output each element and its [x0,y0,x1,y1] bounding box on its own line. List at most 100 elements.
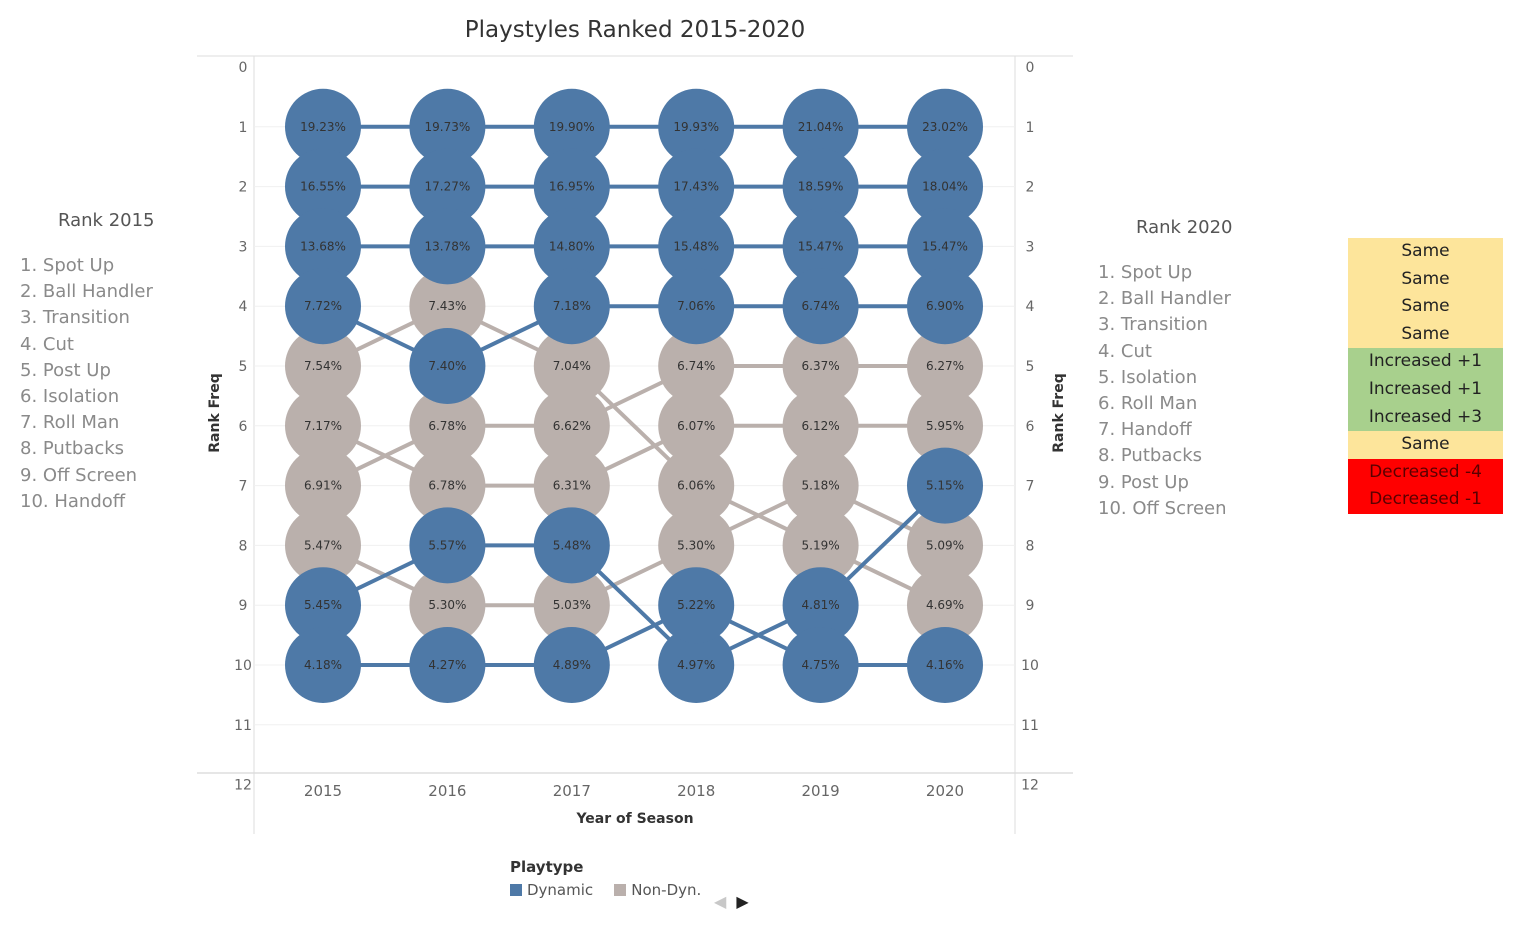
data-point[interactable]: 6.37% [782,328,859,404]
data-point-circle [658,148,735,225]
x-axis: 2015 2016 2017 2018 2019 2020 [304,782,964,800]
data-point-circle [409,148,486,225]
data-point[interactable]: 15.48% [658,208,735,285]
data-point[interactable]: 4.27% [409,627,486,703]
data-point[interactable]: 17.27% [409,148,486,225]
data-point[interactable]: 6.31% [533,447,610,524]
y-tick-label-left: 11 [234,718,252,734]
data-point[interactable]: 15.47% [907,208,983,285]
y-tick-label-right: 5 [1026,359,1035,375]
data-point[interactable]: 4.97% [658,627,735,703]
y-tick-label-left: 12 [234,778,252,794]
data-point[interactable]: 7.54% [285,328,361,404]
data-point[interactable]: 7.18% [533,268,610,345]
data-point-circle [658,208,735,285]
data-point-circle [533,507,610,584]
y-tick-label-left: 3 [239,239,248,255]
data-point[interactable]: 17.43% [658,148,735,225]
data-point[interactable]: 7.06% [658,268,735,345]
data-point[interactable]: 7.72% [285,268,361,345]
data-point[interactable]: 5.45% [285,567,361,644]
data-point-circle [285,148,361,225]
rank-2015-item: 6. Isolation [20,385,120,407]
data-point[interactable]: 4.75% [782,627,859,703]
data-point[interactable]: 6.06% [658,447,735,524]
rank-2020-title: Rank 2020 [1136,217,1233,238]
data-point[interactable]: 6.62% [533,387,610,464]
y-tick-label-right: 1 [1026,120,1035,136]
data-point[interactable]: 5.18% [782,447,859,524]
data-point[interactable]: 13.78% [409,208,486,285]
data-point[interactable]: 5.09% [907,507,983,584]
data-point[interactable]: 6.12% [782,387,859,464]
rank-2020-panel: Rank 2020 1. Spot Up 2. Ball Handler 3. … [1098,217,1233,522]
y-tick-label-right: 10 [1021,658,1039,674]
data-point[interactable]: 6.74% [658,328,735,404]
data-point[interactable]: 21.04% [782,88,859,165]
data-point[interactable]: 16.55% [285,148,361,225]
data-point[interactable]: 7.43% [409,268,486,345]
legend-item-nondynamic[interactable]: Non-Dyn. [614,881,701,899]
data-point[interactable]: 4.18% [285,627,361,703]
legend-title: Playtype [510,858,584,876]
data-point[interactable]: 5.30% [409,567,486,644]
data-label: 4.69% [926,598,964,612]
data-point[interactable]: 13.68% [285,208,361,285]
data-point[interactable]: 6.07% [658,387,735,464]
caret-left-icon[interactable]: ◀ [714,892,727,911]
legend-nav: ◀ ▶ [714,892,759,911]
data-point[interactable]: 19.23% [285,88,361,165]
data-point[interactable]: 6.74% [782,268,859,345]
data-label: 19.93% [673,120,719,134]
data-point-circle [658,627,735,703]
data-point[interactable]: 5.15% [907,447,983,524]
data-point[interactable]: 5.47% [285,507,361,584]
data-point[interactable]: 4.69% [907,567,983,644]
data-point[interactable]: 4.16% [907,627,983,703]
data-point[interactable]: 4.89% [533,627,610,703]
caret-right-icon[interactable]: ▶ [736,892,749,911]
data-point[interactable]: 5.95% [907,387,983,464]
data-point[interactable]: 7.40% [409,328,486,404]
data-point[interactable]: 23.02% [907,88,983,165]
data-point[interactable]: 7.17% [285,387,361,464]
data-point[interactable]: 19.93% [658,88,735,165]
data-point[interactable]: 4.81% [782,567,859,644]
data-point-circle [782,328,859,404]
y-axis-label-right: Rank Freq [1051,373,1067,452]
data-point[interactable]: 18.04% [907,148,983,225]
data-point-circle [907,148,983,225]
data-point[interactable]: 5.57% [409,507,486,584]
data-point[interactable]: 6.91% [285,447,361,524]
data-point[interactable]: 18.59% [782,148,859,225]
y-tick-label-right: 12 [1021,778,1039,794]
data-point-circle [782,88,859,165]
data-point[interactable]: 5.03% [533,567,610,644]
data-label: 23.02% [922,120,968,134]
data-point[interactable]: 5.19% [782,507,859,584]
data-point[interactable]: 19.73% [409,88,486,165]
rank-2020-item: 2. Ball Handler [1098,288,1231,310]
data-point[interactable]: 15.47% [782,208,859,285]
data-point[interactable]: 5.48% [533,507,610,584]
data-label: 21.04% [798,120,844,134]
data-point-circle [285,567,361,644]
legend-item-dynamic[interactable]: Dynamic [510,881,593,899]
data-point[interactable]: 19.90% [533,88,610,165]
data-point[interactable]: 6.90% [907,268,983,345]
data-point-circle [658,447,735,524]
change-cell-same: Same [1348,265,1503,294]
data-point[interactable]: 5.22% [658,567,735,644]
data-point[interactable]: 6.78% [409,447,486,524]
rank-2015-item: 10. Handoff [20,490,126,512]
data-point[interactable]: 6.27% [907,328,983,404]
change-cell-decreased: Decreased -4 [1348,458,1503,487]
data-point[interactable]: 5.30% [658,507,735,584]
data-label: 6.91% [304,479,342,493]
data-point[interactable]: 16.95% [533,148,610,225]
data-point[interactable]: 14.80% [533,208,610,285]
data-point[interactable]: 7.04% [533,328,610,404]
data-point[interactable]: 6.78% [409,387,486,464]
data-label: 5.19% [802,538,840,552]
data-label: 19.90% [549,120,595,134]
